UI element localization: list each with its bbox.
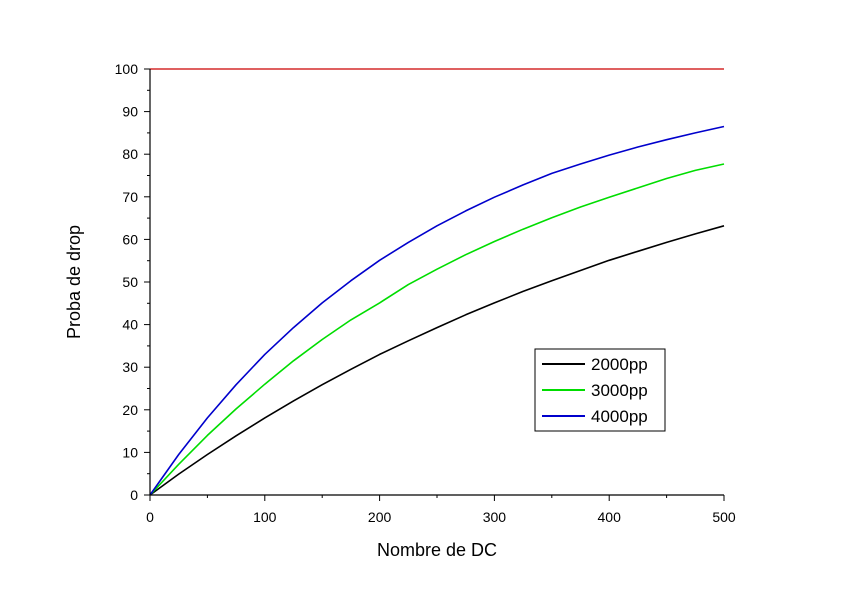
y-tick-label: 30 [122,359,138,375]
x-axis-ticks: 0 100 200 300 400 500 [146,495,736,525]
y-tick-label: 0 [130,487,138,503]
y-axis-ticks: 0 10 20 30 40 50 60 70 80 90 100 [115,61,150,503]
x-tick-label: 300 [483,509,507,525]
y-tick-label: 80 [122,146,138,162]
series-layer [149,68,725,496]
series-line-3000pp [149,163,725,496]
y-tick-label: 60 [122,231,138,247]
x-tick-label: 100 [253,509,277,525]
y-tick-label: 20 [122,402,138,418]
y-axis-label: Proba de drop [64,225,84,339]
y-tick-label: 90 [122,104,138,120]
x-tick-label: 0 [146,509,154,525]
legend-label: 2000pp [591,355,648,374]
y-tick-label: 50 [122,274,138,290]
series-line-2000pp [149,225,725,496]
x-tick-label: 400 [598,509,622,525]
x-tick-label: 500 [712,509,736,525]
x-tick-label: 200 [368,509,392,525]
x-axis-label: Nombre de DC [377,540,497,560]
y-tick-label: 70 [122,189,138,205]
y-tick-label: 40 [122,317,138,333]
legend-label: 3000pp [591,381,648,400]
series-line-4000pp [149,125,725,496]
y-tick-label: 100 [115,61,139,77]
legend: 2000pp 3000pp 4000pp [534,348,666,432]
legend-label: 4000pp [591,407,648,426]
y-tick-label: 10 [122,444,138,460]
axes [149,69,724,496]
